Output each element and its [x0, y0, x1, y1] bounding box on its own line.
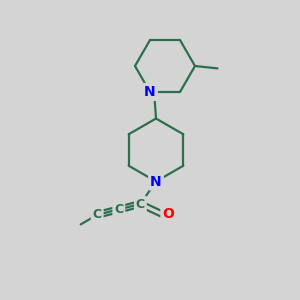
Text: N: N — [150, 175, 162, 188]
Text: C: C — [114, 203, 123, 216]
Text: C: C — [136, 197, 145, 211]
Text: N: N — [144, 85, 156, 99]
Text: C: C — [93, 208, 102, 221]
Text: O: O — [162, 208, 174, 221]
